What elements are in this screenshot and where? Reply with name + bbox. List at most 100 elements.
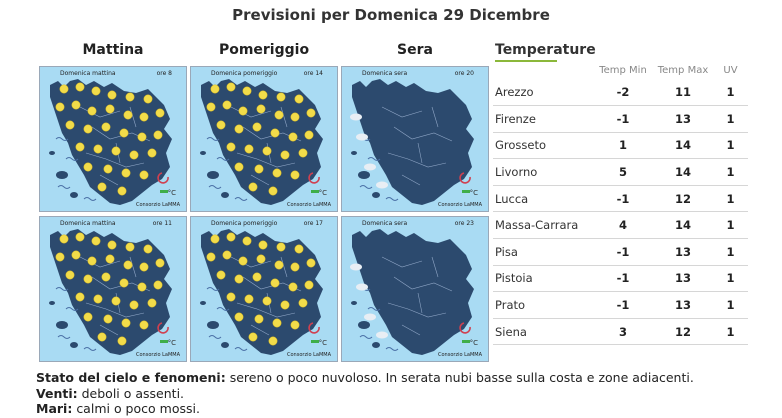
temp-min-value: -1 [593, 105, 653, 133]
sea-wave-icon [83, 197, 97, 201]
sky-text: sereno o poco nuvoloso. In serata nubi b… [229, 370, 694, 385]
panel-time: ore 17 [303, 220, 323, 227]
sun-icon [244, 294, 254, 304]
sea-wave-icon [359, 335, 373, 339]
tuscany-map [49, 79, 172, 205]
sun-icon [288, 282, 298, 292]
sun-icon [238, 106, 248, 116]
temp-min-value: 4 [593, 211, 653, 240]
temp-min-value: -1 [593, 291, 653, 319]
sea-wave-icon [57, 335, 71, 339]
sea-wave-icon [385, 347, 399, 351]
temperature-title: Temperature [495, 42, 596, 58]
sea-wave-icon [367, 157, 381, 161]
sea-wave-icon [234, 347, 248, 351]
temp-max-value: 14 [653, 158, 713, 186]
city: Firenze [493, 105, 593, 133]
sun-icon [155, 108, 165, 118]
sun-icon [222, 250, 232, 260]
sea-wave-icon [57, 185, 71, 189]
temp-max-value: 13 [653, 105, 713, 133]
temp-max-value: 14 [653, 132, 713, 160]
sun-icon [222, 100, 232, 110]
sun-icon [298, 148, 308, 158]
sun-icon [119, 128, 129, 138]
island [70, 342, 78, 348]
sun-icon [139, 170, 149, 180]
sun-icon [75, 292, 85, 302]
island [49, 301, 55, 305]
sun-icon [105, 254, 115, 264]
uv-value: 1 [713, 105, 748, 133]
sun-icon [117, 336, 127, 346]
island [56, 321, 68, 329]
sun-icon [290, 112, 300, 122]
sea-wave-icon [367, 307, 381, 311]
tuscany-map [350, 79, 474, 205]
sun-icon [206, 252, 216, 262]
province-borders [381, 106, 453, 186]
city: Massa-Carrara [493, 211, 593, 240]
sun-icon [248, 182, 258, 192]
temperature-row: Pisa -1 13 1 [493, 238, 748, 266]
sun-icon [111, 296, 121, 306]
legend-swatch [160, 190, 168, 193]
sun-icon [139, 320, 149, 330]
sun-icon [55, 252, 65, 262]
sun-icon [226, 292, 236, 302]
sun-icon [75, 142, 85, 152]
sun-icon [288, 132, 298, 142]
temperature-row: Massa-Carrara 4 14 1 [493, 211, 748, 240]
temp-min-value: -1 [593, 185, 653, 213]
page-title: Previsioni per Domenica 29 Dicembre [232, 6, 550, 24]
header-temp-min: Temp Min [599, 65, 647, 76]
sun-icon [97, 332, 107, 342]
island [372, 192, 380, 198]
sun-icon [234, 162, 244, 172]
sun-icon [121, 168, 131, 178]
legend-swatch [160, 340, 168, 343]
sun-icon [234, 312, 244, 322]
panel-credit: Consorzio LaMMA [287, 352, 331, 358]
sun-icon [268, 186, 278, 196]
province-borders [381, 256, 453, 336]
panel-time: ore 8 [156, 70, 172, 77]
island [207, 321, 219, 329]
sun-icon [226, 82, 236, 92]
island [358, 321, 370, 329]
uv-value: 1 [713, 211, 748, 240]
sea-wave-icon [208, 335, 222, 339]
panel-credit: Consorzio LaMMA [438, 352, 482, 358]
sun-icon [137, 132, 147, 142]
legend-swatch [462, 190, 470, 193]
panel-label: Domenica mattina [60, 70, 116, 77]
sun-icon [65, 270, 75, 280]
land-region [352, 79, 474, 205]
temp-max-value: 12 [653, 185, 713, 213]
temp-min-value: -1 [593, 265, 653, 293]
header-uv: UV [723, 65, 738, 76]
sun-icon [290, 320, 300, 330]
temp-max-value: 14 [653, 211, 713, 240]
sun-icon [93, 144, 103, 154]
city: Pisa [493, 238, 593, 266]
sun-icon [262, 296, 272, 306]
temp-max-value: 13 [653, 265, 713, 293]
fog-cloud-icon [356, 133, 368, 141]
temperature-header-row: Temp Min Temp Max UV [493, 62, 748, 79]
sea-wave-icon [83, 347, 97, 351]
wind-direction-icon [308, 322, 320, 334]
panel-time: ore 20 [454, 70, 474, 77]
sun-icon [91, 236, 101, 246]
fog-cloud-icon [364, 163, 376, 171]
island [207, 171, 219, 179]
legend-unit: °C [469, 339, 478, 347]
sun-icon [256, 254, 266, 264]
uv-value: 1 [713, 291, 748, 319]
panel-time: ore 14 [303, 70, 323, 77]
sun-icon [262, 146, 272, 156]
sun-icon [248, 332, 258, 342]
sun-icon [71, 100, 81, 110]
sun-icon [254, 164, 264, 174]
sun-icon [256, 104, 266, 114]
